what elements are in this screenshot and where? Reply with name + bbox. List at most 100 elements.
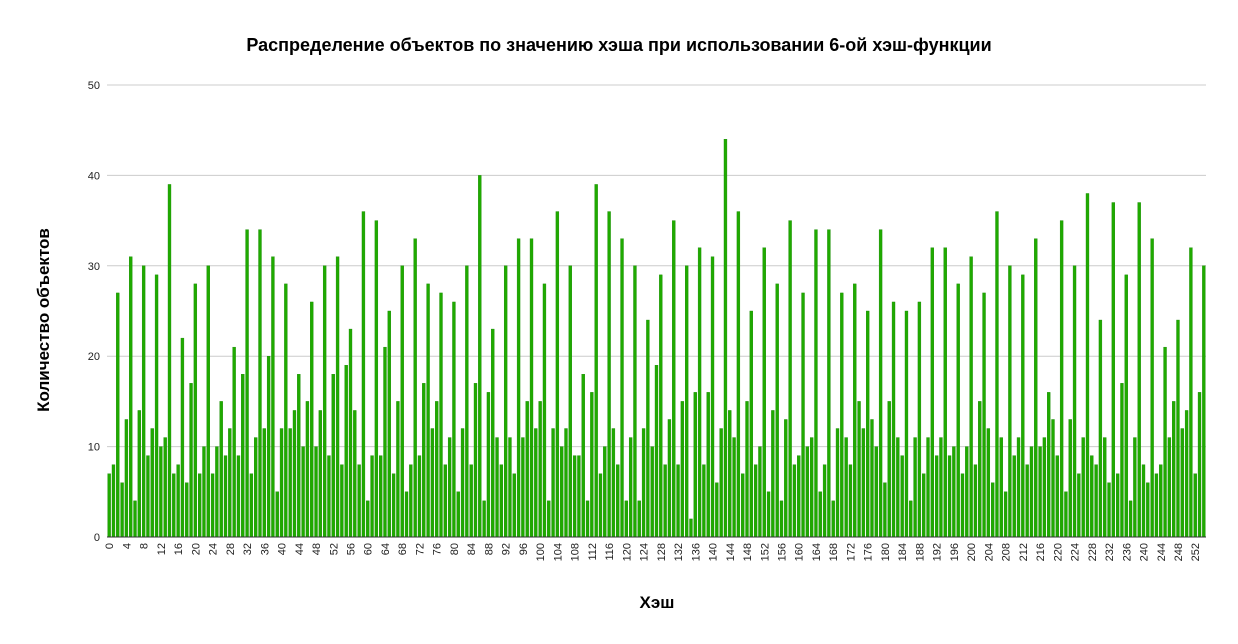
bar-151 xyxy=(758,446,762,538)
bar-188 xyxy=(917,301,922,538)
bar-211 xyxy=(1016,437,1021,538)
bar-89 xyxy=(491,328,495,538)
bar-94 xyxy=(512,473,516,538)
bar-165 xyxy=(818,491,822,538)
bar-248 xyxy=(1176,319,1180,538)
bar-174 xyxy=(857,401,861,538)
x-tick-label: 4 xyxy=(121,543,133,549)
bar-22 xyxy=(202,446,206,538)
bar-181 xyxy=(887,401,891,538)
bar-124 xyxy=(641,428,646,538)
bar-117 xyxy=(611,428,616,538)
bar-9 xyxy=(146,455,150,538)
bar-252 xyxy=(1193,473,1197,538)
bar-206 xyxy=(995,211,999,538)
bar-108 xyxy=(572,455,577,538)
bar-204 xyxy=(986,428,991,538)
bar-222 xyxy=(1064,491,1068,538)
bar-154 xyxy=(771,410,775,538)
bar-235 xyxy=(1120,383,1124,538)
bar-218 xyxy=(1047,392,1051,538)
x-tick-label: 8 xyxy=(139,543,151,549)
x-tick-label: 248 xyxy=(1173,543,1185,561)
bar-106 xyxy=(564,428,568,538)
bar-81 xyxy=(456,491,460,538)
bar-134 xyxy=(685,265,689,538)
bar-21 xyxy=(197,473,202,538)
x-tick-label: 0 xyxy=(104,543,116,549)
bar-115 xyxy=(603,446,607,538)
x-tick-label: 200 xyxy=(966,543,978,561)
bar-213 xyxy=(1025,464,1029,538)
bar-184 xyxy=(900,455,904,538)
bar-123 xyxy=(637,500,641,538)
x-axis-title: Хэш xyxy=(640,593,675,612)
bar-237 xyxy=(1128,500,1133,538)
x-tick-label: 84 xyxy=(466,543,478,555)
bar-88 xyxy=(486,392,491,538)
bar-182 xyxy=(891,301,896,538)
bar-231 xyxy=(1103,437,1107,538)
bar-214 xyxy=(1029,446,1034,538)
bar-121 xyxy=(628,437,633,538)
bar-227 xyxy=(1085,193,1090,538)
bar-85 xyxy=(473,383,478,538)
x-tick-label: 180 xyxy=(880,543,892,561)
y-axis-ticks: 0 10 20 30 40 50 xyxy=(88,80,100,544)
bar-236 xyxy=(1124,274,1128,538)
bar-138 xyxy=(702,464,706,538)
x-tick-label: 68 xyxy=(397,543,409,555)
bar-118 xyxy=(616,464,620,538)
bar-67 xyxy=(396,401,400,538)
x-tick-label: 176 xyxy=(863,543,875,561)
bar-69 xyxy=(404,491,409,538)
bar-28 xyxy=(228,428,232,538)
bar-62 xyxy=(374,220,379,538)
bar-119 xyxy=(620,238,624,538)
bar-87 xyxy=(482,500,486,538)
bar-111 xyxy=(585,500,590,538)
bar-210 xyxy=(1012,455,1016,538)
bar-58 xyxy=(357,464,361,538)
bar-52 xyxy=(331,374,335,538)
bar-74 xyxy=(426,283,430,538)
bar-84 xyxy=(469,464,473,538)
bar-77 xyxy=(439,292,443,538)
bar-228 xyxy=(1090,455,1094,538)
bar-221 xyxy=(1059,220,1064,538)
x-tick-label: 132 xyxy=(673,543,685,561)
bar-41 xyxy=(284,283,288,538)
bar-173 xyxy=(853,283,857,538)
bar-172 xyxy=(848,464,853,538)
bar-164 xyxy=(814,229,818,538)
bar-219 xyxy=(1051,419,1055,538)
bar-103 xyxy=(551,428,555,538)
bar-244 xyxy=(1159,464,1163,538)
bar-46 xyxy=(305,401,310,538)
bar-48 xyxy=(314,446,318,538)
bar-131 xyxy=(672,220,676,538)
x-tick-label: 156 xyxy=(776,543,788,561)
bar-16 xyxy=(176,464,180,538)
bar-230 xyxy=(1098,319,1103,538)
bar-98 xyxy=(529,238,534,538)
bar-187 xyxy=(913,437,917,538)
bar-232 xyxy=(1107,482,1111,538)
bar-189 xyxy=(922,473,926,538)
x-tick-label: 112 xyxy=(587,543,599,561)
x-tick-label: 164 xyxy=(811,543,823,561)
bar-130 xyxy=(667,419,672,538)
bar-145 xyxy=(732,437,736,538)
bar-192 xyxy=(934,455,939,538)
x-tick-label: 96 xyxy=(518,543,530,555)
bar-150 xyxy=(753,464,758,538)
bar-139 xyxy=(706,392,710,538)
x-tick-label: 224 xyxy=(1070,543,1082,561)
bar-240 xyxy=(1141,464,1146,538)
bar-220 xyxy=(1055,455,1059,538)
bar-55 xyxy=(344,365,348,538)
bar-250 xyxy=(1184,410,1189,538)
bar-242 xyxy=(1150,238,1154,538)
bar-66 xyxy=(391,473,396,538)
